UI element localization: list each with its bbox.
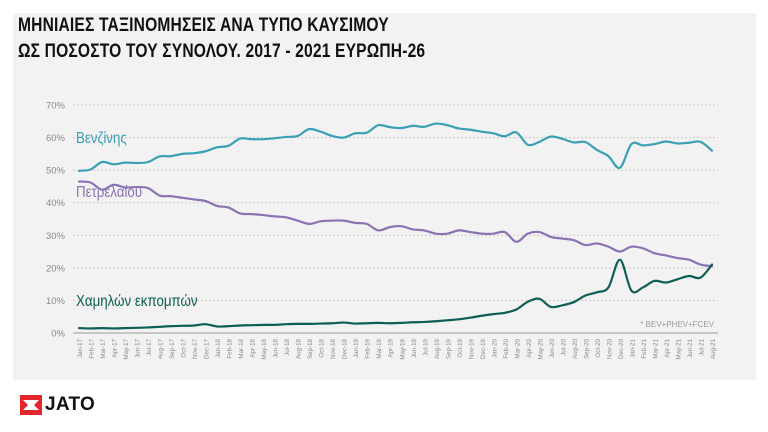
y-tick-label: 40% xyxy=(46,198,66,209)
series-line-1 xyxy=(77,122,714,172)
x-tick-label: Feb-19 xyxy=(365,338,372,358)
y-tick-label: 70% xyxy=(46,101,66,112)
x-tick-label: Dec-20 xyxy=(618,338,625,359)
x-tick-label: Jun-20 xyxy=(549,338,556,357)
x-tick-label: Aug-17 xyxy=(158,338,165,359)
x-tick-label: Oct-19 xyxy=(457,338,464,357)
x-tick-label: Sep-19 xyxy=(445,338,452,359)
y-tick-label: 30% xyxy=(46,231,66,242)
series-label-1: Βενζίνης xyxy=(76,130,127,147)
y-tick-label: 0% xyxy=(51,329,65,340)
x-tick-label: Feb-21 xyxy=(641,338,648,358)
x-tick-label: Jun-21 xyxy=(687,338,694,357)
x-tick-label: Oct-17 xyxy=(181,338,188,357)
x-tick-label: May-19 xyxy=(399,338,406,359)
x-tick-label: Nov-18 xyxy=(330,338,337,359)
x-tick-label: May-21 xyxy=(675,338,682,359)
x-tick-label: Apr-21 xyxy=(664,338,671,357)
x-tick-label: Mar-21 xyxy=(652,338,659,358)
x-tick-label: Mar-17 xyxy=(100,338,107,358)
series-line-2 xyxy=(77,180,714,268)
series-label-2: Πετρελαίου xyxy=(76,184,142,201)
x-tick-label: Mar-18 xyxy=(238,338,245,358)
x-tick-label: Sep-20 xyxy=(583,338,590,359)
x-tick-label: Sep-18 xyxy=(307,338,314,359)
jato-logo: JATO xyxy=(20,393,95,417)
x-tick-label: Sep-17 xyxy=(169,338,176,359)
x-tick-label: Apr-19 xyxy=(388,338,395,357)
x-tick-label: Jul-21 xyxy=(698,338,705,355)
x-tick-label: Nov-19 xyxy=(468,338,475,359)
x-tick-label: May-18 xyxy=(261,338,268,359)
x-tick-label: Jul-20 xyxy=(560,338,567,355)
x-tick-label: Dec-17 xyxy=(204,338,211,359)
x-tick-label: Jul-19 xyxy=(422,338,429,355)
x-tick-label: Jan-19 xyxy=(353,338,360,357)
title-line-1: ΜΗΝΙΑΙΕΣ ΤΑΞΙΝΟΜΗΣΕΙΣ ΑΝΑ ΤΥΠΟ ΚΑΥΣΙΜΟΥ xyxy=(18,14,389,36)
chart-title: ΜΗΝΙΑΙΕΣ ΤΑΞΙΝΟΜΗΣΕΙΣ ΑΝΑ ΤΥΠΟ ΚΑΥΣΙΜΟΥ … xyxy=(18,12,425,64)
x-tick-label: Jan-21 xyxy=(629,338,636,357)
x-tick-label: May-17 xyxy=(123,338,130,359)
x-tick-label: Jan-18 xyxy=(215,338,222,357)
x-tick-label: Aug-19 xyxy=(434,338,441,359)
y-tick-label: 20% xyxy=(46,263,66,274)
x-tick-label: Aug-21 xyxy=(710,338,717,359)
x-tick-label: Apr-18 xyxy=(250,338,257,357)
x-tick-label: Jan-17 xyxy=(77,338,84,357)
x-tick-label: Nov-20 xyxy=(606,338,613,359)
jato-logo-mark-icon xyxy=(20,395,42,415)
x-tick-label: Feb-18 xyxy=(227,338,234,358)
x-tick-label: Jul-18 xyxy=(284,338,291,355)
x-tick-label: Jun-17 xyxy=(135,338,142,357)
title-line-2: ΩΣ ΠΟΣΟΣΤΟ ΤΟΥ ΣΥΝΟΛΟΥ. 2017 - 2021 ΕΥΡΩ… xyxy=(18,40,426,62)
x-tick-label: Oct-20 xyxy=(595,338,602,357)
x-tick-label: Mar-19 xyxy=(376,338,383,358)
chart-footnote: * BEV+PHEV+FCEV xyxy=(640,320,714,329)
x-tick-label: Feb-17 xyxy=(89,338,96,358)
series-line-3 xyxy=(77,258,714,330)
x-tick-label: Apr-20 xyxy=(526,338,533,357)
x-tick-label: Aug-18 xyxy=(296,338,303,359)
y-tick-label: 10% xyxy=(46,296,66,307)
x-tick-label: Jan-20 xyxy=(491,338,498,357)
x-tick-label: Dec-19 xyxy=(480,338,487,359)
chart-panel xyxy=(13,13,756,380)
x-tick-label: Jun-19 xyxy=(411,338,418,357)
x-tick-label: Mar-20 xyxy=(514,338,521,358)
x-tick-label: May-20 xyxy=(537,338,544,359)
x-tick-label: Dec-18 xyxy=(342,338,349,359)
jato-logo-text: JATO xyxy=(45,394,96,415)
y-tick-label: 50% xyxy=(46,166,66,177)
y-tick-label: 60% xyxy=(46,133,66,144)
x-tick-label: Aug-20 xyxy=(572,338,579,359)
x-tick-label: Jun-18 xyxy=(273,338,280,357)
series-label-3: Χαμηλών εκπομπών xyxy=(76,293,198,310)
x-tick-label: Oct-18 xyxy=(319,338,326,357)
x-tick-label: Feb-20 xyxy=(503,338,510,358)
x-tick-label: Jul-17 xyxy=(146,338,153,355)
x-tick-label: Nov-17 xyxy=(192,338,199,359)
x-tick-label: Apr-17 xyxy=(112,338,119,357)
